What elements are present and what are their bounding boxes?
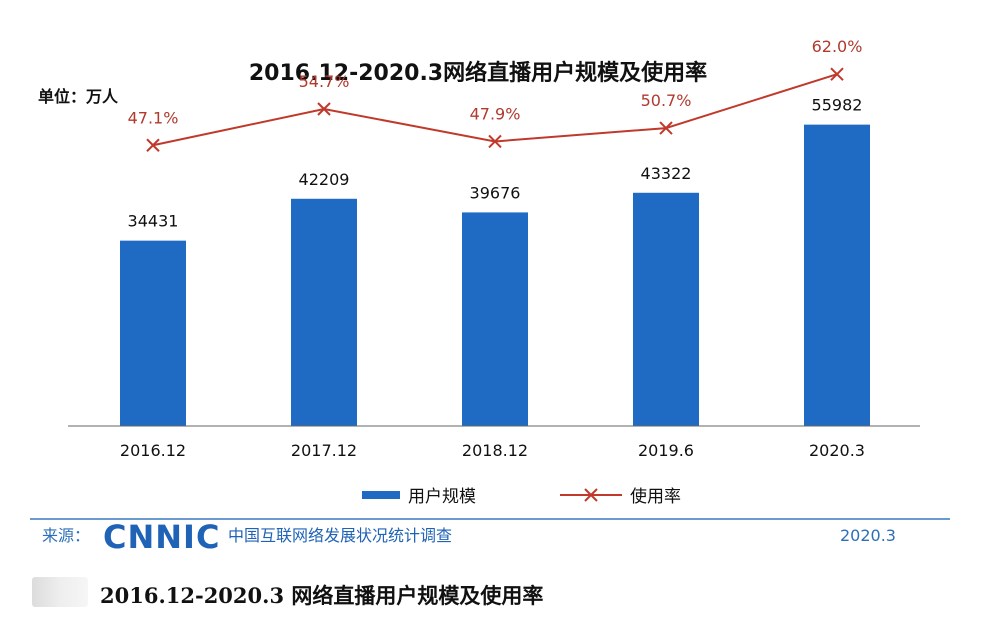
rate-marker-x-icon <box>830 67 844 81</box>
caption-bar: 2016.12-2020.3 网络直播用户规模及使用率 <box>0 560 1000 634</box>
x-tick-label: 2017.12 <box>291 441 357 460</box>
cnnic-logo: CNNIC <box>103 518 220 556</box>
legend-swatch-user-scale <box>362 491 400 499</box>
rate-marker-x-icon <box>488 134 502 149</box>
chart: 2016.12-2020.3网络直播用户规模及使用率 单位：万人 34431 20… <box>30 37 950 556</box>
bar-value-label: 43322 <box>641 164 692 183</box>
bars-layer <box>120 124 870 426</box>
caption-badge <box>32 577 88 607</box>
rate-value-label: 62.0% <box>812 37 863 56</box>
bar-value-label: 55982 <box>812 96 863 115</box>
legend: 用户规模 使用率 <box>362 486 681 507</box>
bar-2018-12 <box>462 212 528 426</box>
x-tick-label: 2019.6 <box>638 441 694 460</box>
legend-marker-x-icon <box>584 488 598 502</box>
rate-value-label: 47.1% <box>128 108 179 127</box>
bar-value-label: 34431 <box>128 212 179 231</box>
source-date: 2020.3 <box>840 526 896 545</box>
legend-label-user-scale: 用户规模 <box>408 487 476 507</box>
rate-marker-x-icon <box>146 138 160 152</box>
labels-layer: 34431 2016.12 42209 2017.12 39676 2018.12 4332… <box>120 37 865 460</box>
source-org: 中国互联网络发展状况统计调查 <box>228 526 452 545</box>
source-row: 来源： CNNIC 中国互联网络发展状况统计调查 2020.3 <box>30 518 950 556</box>
rate-value-label: 54.7% <box>299 72 350 91</box>
rate-marker-x-icon <box>659 121 673 135</box>
legend-label-usage-rate: 使用率 <box>630 486 681 507</box>
rate-marker-x-icon <box>317 102 331 116</box>
rate-line-layer <box>146 67 844 152</box>
bar-2017-12 <box>291 198 357 426</box>
x-tick-label: 2016.12 <box>120 441 186 460</box>
bar-2019-6 <box>633 192 699 426</box>
unit-label: 单位：万人 <box>38 87 119 106</box>
rate-value-label: 50.7% <box>641 91 692 110</box>
bar-2020-3 <box>804 124 870 426</box>
bar-value-label: 42209 <box>299 170 350 189</box>
rate-value-label: 47.9% <box>470 104 521 123</box>
bar-2016-12 <box>120 240 186 426</box>
caption-text: 2016.12-2020.3 网络直播用户规模及使用率 <box>100 583 544 608</box>
x-tick-label: 2020.3 <box>809 441 865 460</box>
bar-value-label: 39676 <box>470 183 521 202</box>
chart-title: 2016.12-2020.3网络直播用户规模及使用率 <box>249 60 707 86</box>
x-tick-label: 2018.12 <box>462 441 528 460</box>
source-label: 来源： <box>42 526 90 545</box>
